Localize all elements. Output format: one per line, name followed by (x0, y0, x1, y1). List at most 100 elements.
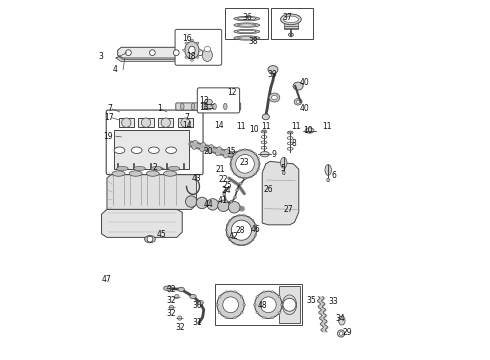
Polygon shape (118, 47, 209, 58)
Polygon shape (107, 174, 196, 210)
Ellipse shape (178, 287, 184, 292)
Text: 48: 48 (258, 301, 268, 310)
Text: 34: 34 (336, 314, 345, 323)
Ellipse shape (256, 312, 259, 314)
Ellipse shape (263, 317, 266, 319)
Ellipse shape (192, 140, 198, 149)
Text: 47: 47 (102, 275, 112, 284)
Ellipse shape (294, 99, 302, 105)
Text: 36: 36 (242, 13, 252, 22)
Text: 32: 32 (166, 285, 176, 294)
Text: 3: 3 (98, 53, 103, 62)
Ellipse shape (225, 291, 228, 293)
Ellipse shape (278, 312, 281, 314)
Ellipse shape (145, 235, 155, 243)
Ellipse shape (216, 304, 219, 306)
Text: 46: 46 (250, 225, 260, 234)
Circle shape (236, 189, 239, 192)
Ellipse shape (244, 149, 246, 150)
Text: 31: 31 (193, 318, 202, 327)
Circle shape (170, 305, 173, 310)
Circle shape (177, 316, 182, 320)
Circle shape (231, 149, 259, 178)
Circle shape (234, 196, 236, 199)
Text: 11: 11 (292, 122, 301, 131)
Ellipse shape (234, 23, 260, 27)
Ellipse shape (147, 171, 159, 176)
Circle shape (225, 200, 228, 203)
Ellipse shape (117, 166, 128, 171)
Ellipse shape (238, 18, 256, 20)
Circle shape (149, 50, 155, 55)
Ellipse shape (183, 49, 186, 51)
Ellipse shape (234, 30, 260, 34)
Circle shape (143, 119, 149, 126)
Ellipse shape (327, 178, 330, 182)
Ellipse shape (189, 46, 195, 54)
FancyBboxPatch shape (106, 110, 203, 175)
Circle shape (197, 50, 203, 55)
Ellipse shape (168, 166, 180, 171)
Ellipse shape (280, 304, 283, 306)
Ellipse shape (208, 145, 214, 154)
Ellipse shape (112, 171, 125, 176)
Bar (225, 8, 269, 40)
Circle shape (223, 297, 239, 313)
Ellipse shape (254, 153, 256, 154)
Ellipse shape (262, 114, 270, 120)
Text: 7: 7 (184, 113, 189, 122)
Circle shape (230, 200, 233, 203)
Circle shape (122, 118, 131, 127)
Ellipse shape (202, 103, 205, 110)
Ellipse shape (198, 49, 201, 51)
Circle shape (255, 291, 282, 319)
Ellipse shape (202, 49, 212, 62)
Ellipse shape (305, 128, 314, 133)
Ellipse shape (134, 166, 146, 171)
Circle shape (147, 236, 153, 242)
Text: 18: 18 (187, 53, 196, 62)
Ellipse shape (282, 171, 285, 175)
Text: 38: 38 (249, 37, 258, 46)
Ellipse shape (263, 291, 266, 293)
Ellipse shape (151, 166, 163, 171)
Ellipse shape (280, 14, 301, 25)
Text: 9: 9 (271, 150, 276, 159)
Circle shape (168, 286, 172, 291)
Ellipse shape (243, 215, 245, 216)
Ellipse shape (238, 37, 256, 39)
Text: 11: 11 (322, 122, 332, 131)
Circle shape (162, 119, 170, 126)
Text: 30: 30 (193, 301, 202, 310)
Ellipse shape (271, 95, 277, 100)
Circle shape (218, 200, 229, 212)
Ellipse shape (271, 291, 274, 293)
Ellipse shape (218, 312, 221, 314)
Text: 32: 32 (175, 323, 185, 332)
Circle shape (239, 182, 242, 185)
Ellipse shape (231, 151, 237, 160)
Bar (271, 8, 313, 40)
Circle shape (339, 332, 343, 335)
Ellipse shape (268, 66, 278, 73)
Ellipse shape (269, 93, 280, 102)
Ellipse shape (234, 36, 260, 40)
Ellipse shape (226, 224, 228, 226)
Text: 29: 29 (343, 328, 352, 337)
Ellipse shape (166, 147, 176, 153)
Ellipse shape (238, 215, 240, 216)
Polygon shape (262, 161, 299, 225)
Circle shape (283, 298, 296, 311)
Bar (119, 118, 134, 127)
Ellipse shape (199, 143, 206, 152)
Ellipse shape (229, 220, 231, 221)
Ellipse shape (225, 317, 228, 319)
Text: 8: 8 (291, 139, 296, 148)
Ellipse shape (233, 317, 236, 319)
Ellipse shape (240, 312, 243, 314)
Text: 44: 44 (203, 200, 213, 209)
Bar (215, 284, 302, 325)
Ellipse shape (191, 103, 195, 110)
Text: 43: 43 (192, 175, 201, 184)
Ellipse shape (278, 296, 281, 298)
